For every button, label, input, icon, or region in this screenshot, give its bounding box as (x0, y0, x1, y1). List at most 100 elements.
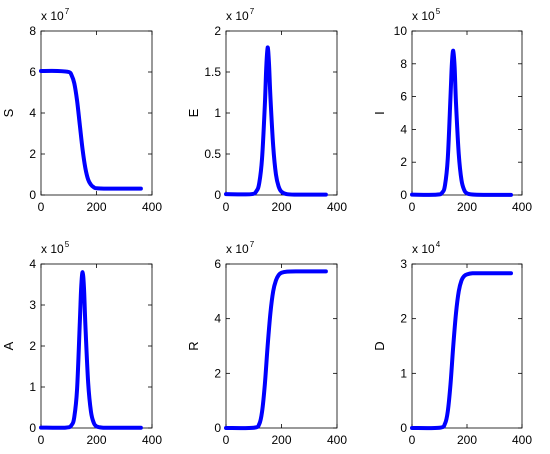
y-tick-label: 8 (29, 24, 36, 38)
series-line-a (39, 270, 143, 430)
data-point (113, 427, 114, 428)
x-tick-label: 200 (86, 200, 106, 214)
data-point (71, 425, 72, 426)
data-point (309, 271, 310, 272)
axes-box (40, 263, 153, 429)
y-axis-label: R (186, 341, 201, 350)
data-point (79, 321, 80, 322)
series-line-r (224, 269, 328, 431)
data-point (264, 104, 265, 105)
multiplier-exponent: 5 (436, 7, 441, 16)
multiplier-base: x 10 (412, 9, 435, 23)
data-point (281, 272, 282, 273)
data-point (226, 428, 227, 429)
data-point (81, 286, 82, 287)
data-point (447, 411, 448, 412)
data-point (84, 288, 85, 289)
data-point (256, 190, 257, 191)
data-point (511, 273, 512, 274)
data-point (325, 194, 326, 195)
series-line-e (224, 45, 328, 197)
data-point (472, 194, 473, 195)
x-tick-label: 200 (271, 433, 291, 447)
x-tick-label: 0 (409, 200, 416, 214)
multiplier-base: x 10 (412, 242, 435, 256)
data-point (298, 271, 299, 272)
y-tick-label: 1 (214, 106, 221, 120)
data-point (96, 188, 97, 189)
x-tick-label: 400 (512, 433, 532, 447)
axes-box (225, 263, 338, 429)
data-point (450, 96, 451, 97)
data-point (273, 291, 274, 292)
data-point (287, 194, 288, 195)
data-point (85, 325, 86, 326)
data-point (259, 423, 260, 424)
data-point (85, 168, 86, 169)
axis-multiplier: x 107 (226, 240, 255, 256)
data-point (275, 174, 276, 175)
data-point (451, 63, 452, 64)
axis-multiplier: x 104 (412, 240, 441, 256)
data-point (281, 191, 282, 192)
data-point (442, 192, 443, 193)
data-point (287, 271, 288, 272)
axis-multiplier: x 105 (41, 240, 70, 256)
subplot-i: 0 200 400 0 2 4 6 8 10 Ix 105 (372, 7, 532, 214)
y-axis-label: I (372, 111, 387, 115)
data-point (253, 427, 254, 428)
subplot-r: 0 200 400 0 2 4 6 Rx 107 (186, 240, 347, 447)
x-tick-label: 0 (38, 200, 45, 214)
y-tick-label: 2 (29, 339, 36, 353)
data-point (259, 182, 260, 183)
data-point (436, 194, 437, 195)
y-tick-label: 0 (214, 421, 221, 435)
multiplier-exponent: 7 (250, 240, 255, 249)
data-point (250, 194, 251, 195)
y-tick-label: 6 (29, 65, 36, 79)
x-tick-label: 200 (457, 200, 477, 214)
x-tick-label: 200 (271, 200, 291, 214)
data-point (298, 194, 299, 195)
data-point (93, 187, 94, 188)
data-point (461, 180, 462, 181)
multiplier-base: x 10 (226, 242, 249, 256)
data-point (262, 158, 263, 159)
data-point (325, 271, 326, 272)
data-point (57, 70, 58, 71)
data-point (511, 194, 512, 195)
y-tick-label: 2 (214, 24, 221, 38)
y-tick-label: 0 (400, 421, 407, 435)
data-point (140, 188, 141, 189)
axes-box (411, 263, 523, 429)
data-point (494, 273, 495, 274)
y-tick-label: 4 (29, 106, 36, 120)
data-point (90, 184, 91, 185)
data-point (483, 194, 484, 195)
data-point (102, 427, 103, 428)
axis-multiplier: x 105 (412, 7, 441, 23)
multiplier-exponent: 5 (65, 240, 70, 249)
data-point (456, 313, 457, 314)
y-axis-label: A (1, 341, 16, 350)
series-line-i (410, 48, 513, 197)
y-tick-label: 3 (29, 298, 36, 312)
data-point (41, 70, 42, 71)
y-tick-label: 0 (400, 188, 407, 202)
data-point (79, 125, 80, 126)
subplot-s: 0 200 400 0 2 4 6 8 Sx 107 (1, 7, 162, 214)
data-point (461, 280, 462, 281)
data-point (453, 346, 454, 347)
series-line-s (39, 68, 143, 191)
y-tick-label: 4 (400, 122, 407, 136)
data-point (264, 384, 265, 385)
x-tick-label: 400 (327, 433, 347, 447)
data-point (467, 193, 468, 194)
y-tick-label: 0 (29, 421, 36, 435)
data-point (278, 274, 279, 275)
x-tick-label: 0 (38, 433, 45, 447)
data-point (266, 67, 267, 68)
y-tick-label: 1 (29, 380, 36, 394)
y-tick-label: 0.5 (204, 147, 221, 161)
